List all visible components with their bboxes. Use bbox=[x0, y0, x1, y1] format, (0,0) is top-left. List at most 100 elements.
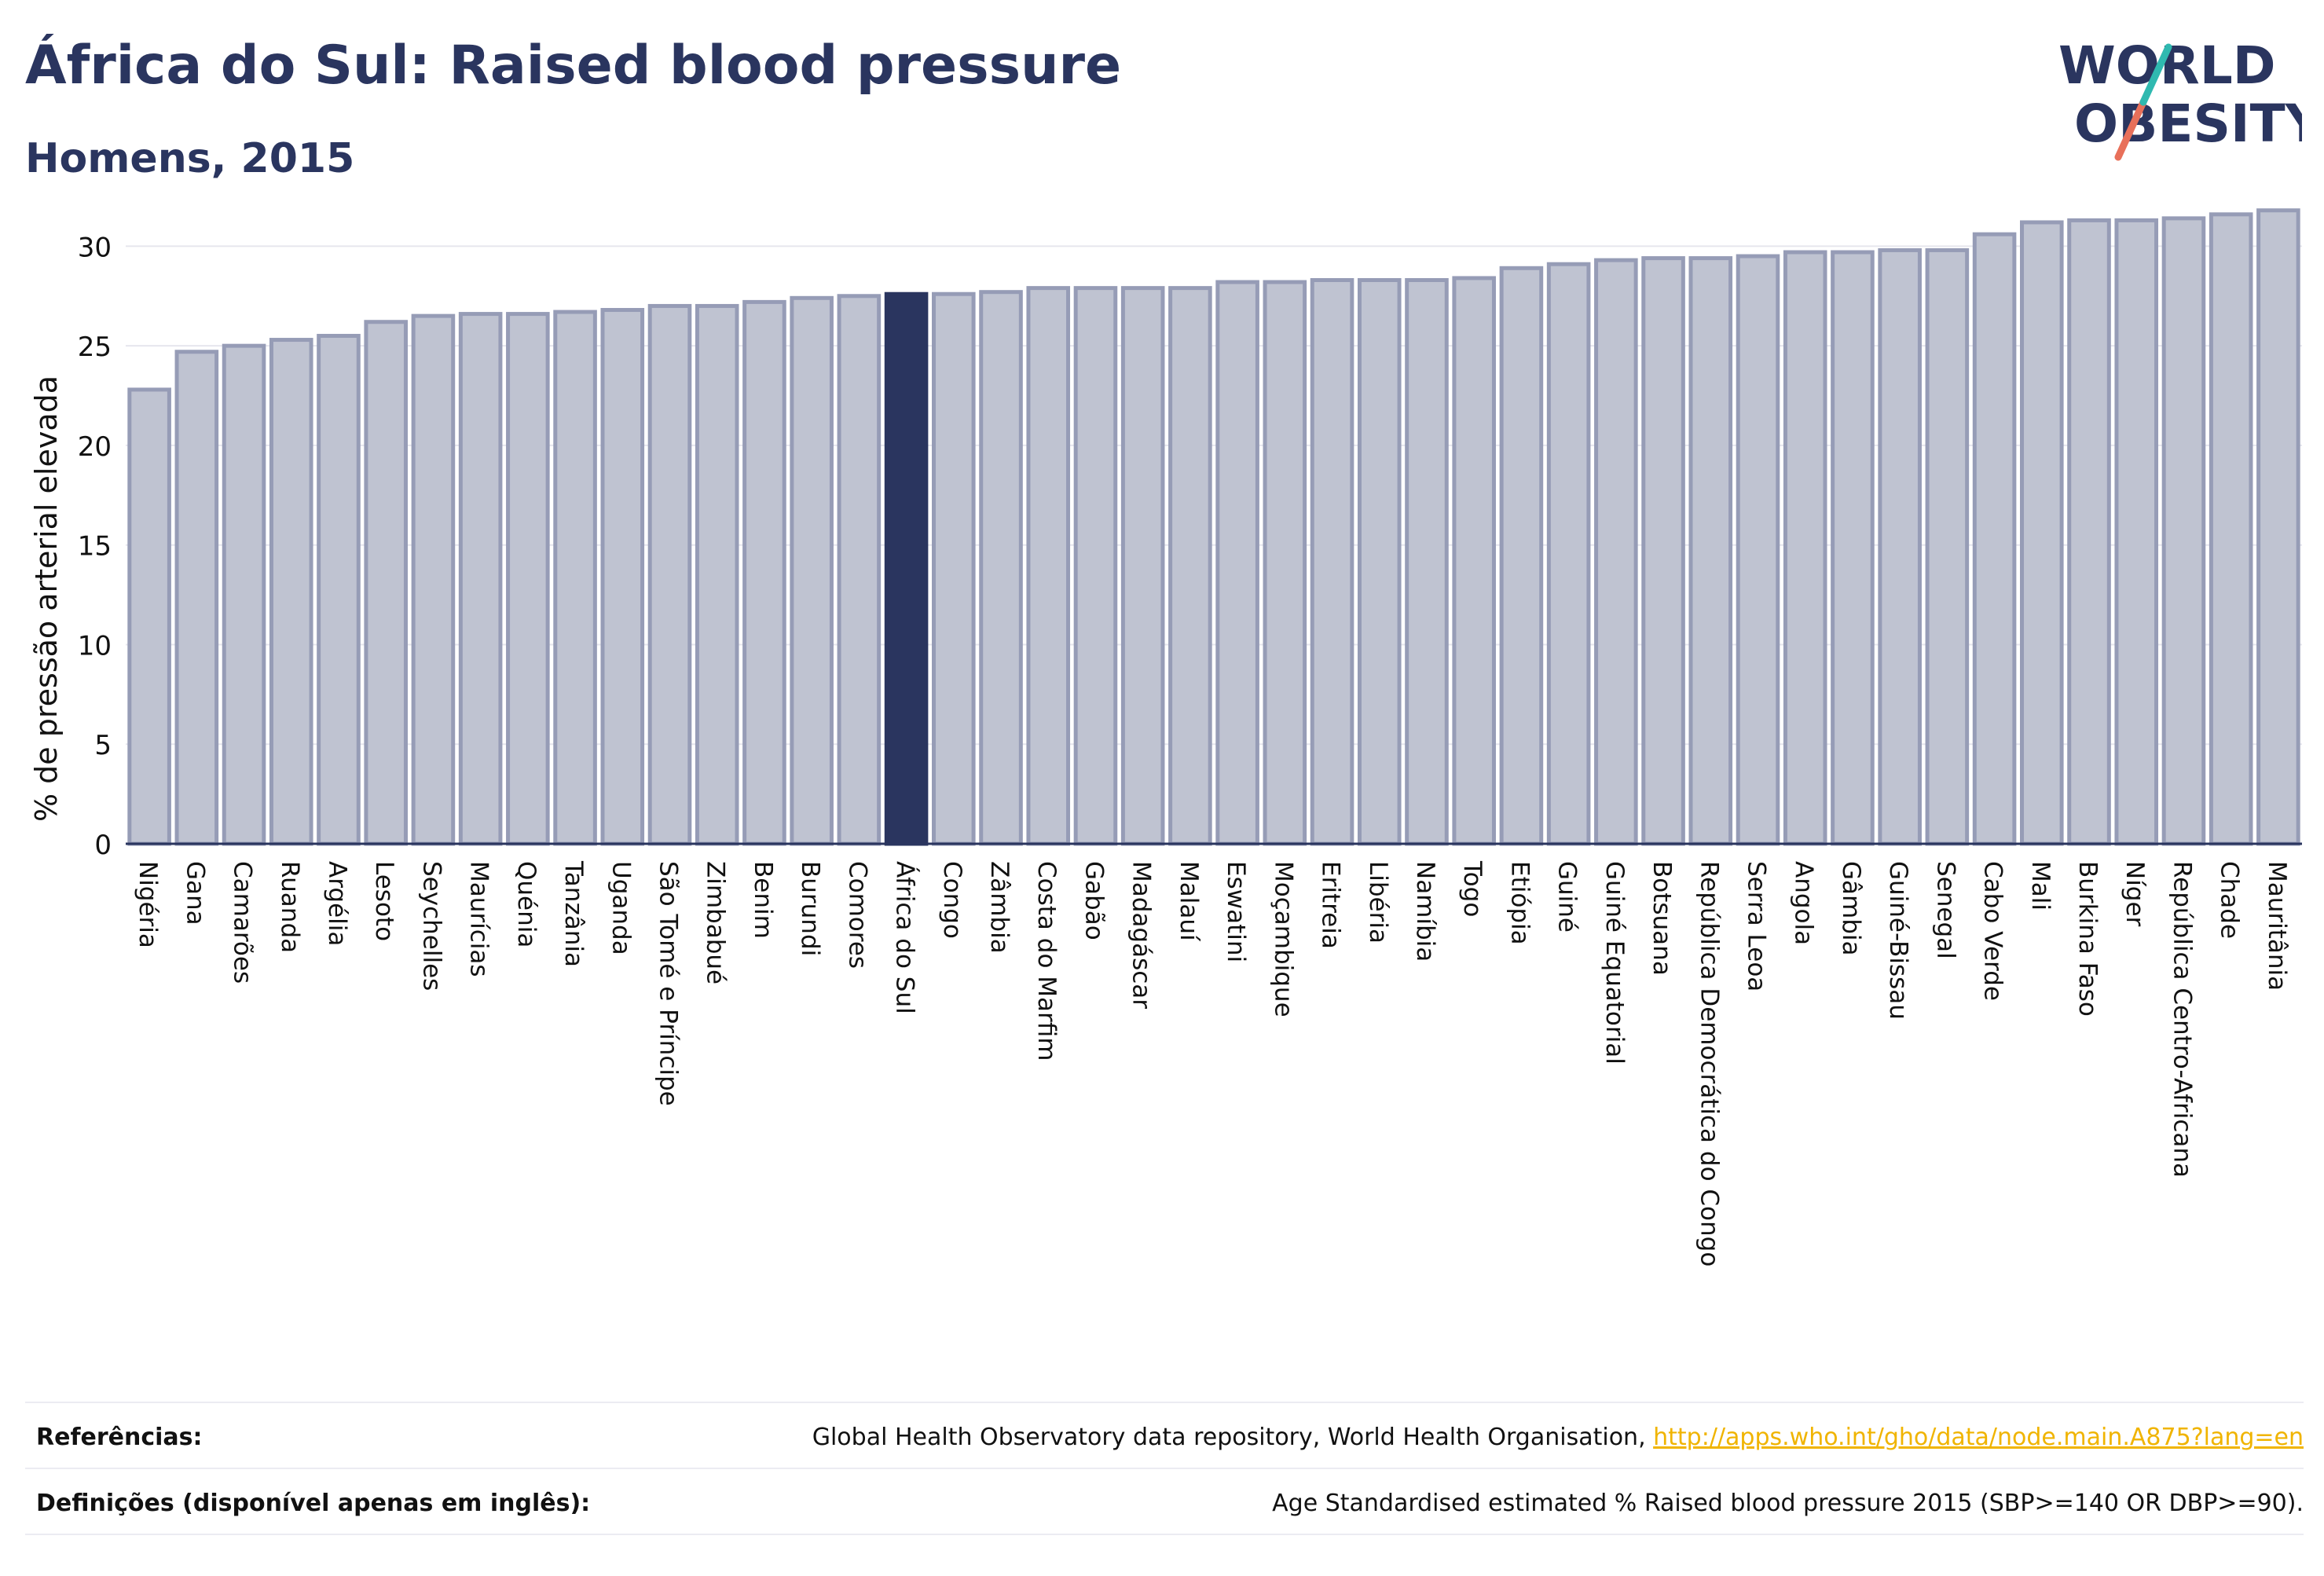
bar-highlighted bbox=[884, 291, 929, 846]
x-tick-label: Guiné bbox=[1553, 861, 1582, 933]
y-tick-label: 15 bbox=[78, 531, 112, 563]
x-tick-label: África do Sul bbox=[891, 861, 919, 1014]
bar bbox=[1594, 258, 1638, 846]
y-tick-label: 30 bbox=[78, 232, 112, 263]
x-tick-label: Seychelles bbox=[417, 861, 445, 991]
x-tick-label: Chade bbox=[2216, 861, 2244, 939]
definitions-row: Definições (disponível apenas em inglês)… bbox=[25, 1472, 2304, 1535]
x-tick-label: São Tomé e Príncipe bbox=[654, 861, 683, 1106]
x-tick-label: Camarões bbox=[229, 861, 257, 984]
bar bbox=[1120, 286, 1165, 846]
x-tick-label: Maurícias bbox=[465, 861, 493, 977]
logo-slash-lower bbox=[2114, 98, 2147, 161]
references-row: Referências: Global Health Observatory d… bbox=[25, 1406, 2304, 1469]
bar bbox=[1925, 247, 1970, 846]
y-tick-label: 10 bbox=[78, 630, 112, 662]
x-tick-label: Níger bbox=[2121, 861, 2149, 927]
bar bbox=[979, 290, 1023, 846]
x-tick-label: Nigéria bbox=[134, 861, 162, 948]
x-tick-label: Moçambique bbox=[1269, 861, 1297, 1017]
references-value: Global Health Observatory data repositor… bbox=[812, 1424, 2304, 1451]
x-tick-label: Uganda bbox=[607, 861, 635, 955]
y-axis-ticks: 0 5 10 15 20 25 30 bbox=[78, 232, 112, 861]
definitions-label: Definições (disponível apenas em inglês)… bbox=[36, 1490, 591, 1517]
bar-chart: % de pressão arterial elevada 0 5 10 15 20 25… bbox=[29, 208, 2302, 1266]
footer-divider-top bbox=[25, 1402, 2304, 1403]
x-tick-label: Serra Leoa bbox=[1743, 861, 1771, 991]
bar bbox=[364, 320, 408, 846]
bar bbox=[1641, 256, 1685, 846]
bar bbox=[1215, 280, 1259, 846]
x-tick-label: Zâmbia bbox=[985, 861, 1014, 954]
bar bbox=[506, 312, 550, 846]
x-tick-label: Cabo Verde bbox=[1979, 861, 2007, 1001]
bar bbox=[1452, 276, 1496, 846]
x-tick-label: Libéria bbox=[1364, 861, 1392, 944]
bar bbox=[1357, 277, 1402, 846]
x-tick-label: Madagáscar bbox=[1127, 861, 1156, 1009]
bar bbox=[2020, 220, 2064, 846]
x-tick-label: Guiné Equatorial bbox=[1600, 861, 1629, 1065]
x-tick-label: Eritreia bbox=[1317, 861, 1345, 949]
bar bbox=[222, 343, 266, 846]
x-tick-label: Gâmbia bbox=[1837, 861, 1865, 956]
x-tick-label: Argélia bbox=[323, 861, 351, 946]
y-tick-label: 5 bbox=[94, 730, 112, 761]
bar bbox=[1972, 232, 2017, 846]
bar bbox=[1499, 266, 1544, 846]
y-tick-label: 20 bbox=[78, 431, 112, 463]
y-tick-label: 25 bbox=[78, 332, 112, 363]
x-tick-label: Gana bbox=[181, 861, 209, 925]
x-tick-label: Burundi bbox=[796, 861, 824, 956]
references-label: Referências: bbox=[36, 1424, 203, 1451]
bar bbox=[837, 294, 882, 846]
bar bbox=[647, 303, 692, 846]
logo-slash-upper bbox=[2139, 43, 2172, 106]
x-tick-label: Etiópia bbox=[1505, 861, 1534, 945]
bar bbox=[1263, 280, 1307, 846]
bar bbox=[458, 312, 503, 846]
x-axis-tick-labels: Nigéria Gana Camarões Ruanda Argélia Lesoto Se… bbox=[134, 860, 2291, 1266]
x-tick-label: Burkina Faso bbox=[2073, 861, 2102, 1017]
x-tick-label: Costa do Marfim bbox=[1032, 861, 1061, 1061]
x-tick-label: Botsuana bbox=[1648, 861, 1676, 976]
chart-title: África do Sul: Raised blood pressure bbox=[25, 35, 1122, 97]
bar bbox=[317, 333, 361, 846]
bar bbox=[411, 313, 456, 846]
x-tick-label: Guiné-Bissau bbox=[1884, 861, 1912, 1020]
bar bbox=[1168, 286, 1212, 846]
bar bbox=[2067, 218, 2111, 846]
bar bbox=[1546, 262, 1591, 846]
x-tick-label: República Democrática do Congo bbox=[1695, 861, 1723, 1266]
bar bbox=[127, 387, 171, 846]
bar bbox=[2256, 208, 2300, 846]
references-link[interactable]: http://apps.who.int/gho/data/node.main.A… bbox=[1653, 1424, 2304, 1451]
x-tick-label: Gabão bbox=[1080, 861, 1108, 940]
x-tick-label: Lesoto bbox=[370, 861, 398, 941]
bar bbox=[553, 310, 597, 846]
x-tick-label: Congo bbox=[938, 861, 966, 939]
x-tick-label: Namíbia bbox=[1411, 861, 1439, 962]
x-tick-label: Quénia bbox=[512, 861, 541, 947]
footer-divider-middle bbox=[25, 1468, 2304, 1469]
bar bbox=[174, 350, 219, 846]
bar bbox=[695, 303, 739, 846]
chart-subtitle: Homens, 2015 bbox=[25, 135, 355, 182]
bar bbox=[1878, 247, 1922, 846]
bar bbox=[2209, 212, 2253, 846]
x-tick-label: Mauritânia bbox=[2263, 861, 2291, 991]
bar bbox=[269, 338, 313, 846]
y-axis-label: % de pressão arterial elevada bbox=[29, 376, 64, 822]
footer-divider-bottom bbox=[25, 1534, 2304, 1535]
x-tick-label: Ruanda bbox=[276, 861, 304, 953]
y-tick-label: 0 bbox=[94, 830, 112, 861]
x-tick-label: Malauí bbox=[1175, 861, 1203, 942]
definitions-value: Age Standardised estimated % Raised bloo… bbox=[1272, 1490, 2304, 1517]
logo-line2: OBESITY bbox=[2074, 93, 2302, 154]
bar bbox=[600, 308, 645, 846]
x-tick-label: Eswatini bbox=[1222, 861, 1250, 962]
bars bbox=[127, 208, 2300, 846]
world-obesity-logo: WORLD OBESITY bbox=[2058, 35, 2302, 161]
bar bbox=[2114, 218, 2159, 846]
bar bbox=[1688, 256, 1733, 846]
